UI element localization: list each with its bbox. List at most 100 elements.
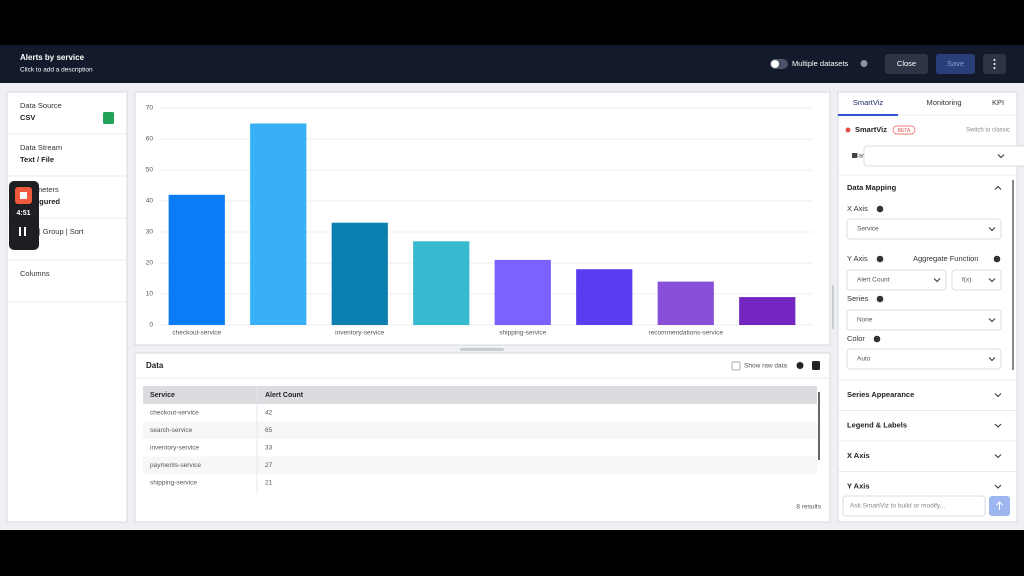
color-dropdown[interactable] (846, 348, 1002, 370)
cell: shipping-service (150, 480, 197, 487)
color-dropdown-value: Auto (857, 356, 871, 363)
x-tick-label: checkout-service (172, 330, 221, 337)
bar[interactable] (168, 194, 225, 325)
field-label: X Axis (847, 204, 868, 213)
header-bar (0, 45, 1024, 83)
column-header[interactable]: Alert Count (265, 392, 304, 399)
chart: 0 10 20 30 40 50 60 70 checkout-service inventory… (146, 105, 812, 337)
field-label: Color (847, 334, 865, 343)
cell: inventory-service (150, 445, 200, 452)
chevron (994, 454, 1002, 459)
y-axis-dropdown[interactable] (846, 269, 947, 291)
item-value: Configured (20, 197, 60, 206)
recording-time: 4:51 (16, 210, 30, 217)
refresh-icon[interactable] (812, 361, 820, 370)
bar[interactable] (494, 259, 551, 325)
item-label[interactable]: Data Source (20, 101, 62, 110)
cell: 27 (265, 462, 273, 469)
recording-widget: 4:51 (9, 181, 39, 250)
stop-icon (20, 192, 27, 199)
send-icon (996, 501, 1003, 510)
toggle-knob (771, 60, 779, 68)
field-label: Aggregate Function (913, 254, 978, 263)
tab[interactable]: Monitoring (926, 98, 961, 107)
bar[interactable] (413, 241, 470, 325)
close-label: Close (897, 59, 916, 68)
bar[interactable] (331, 222, 388, 325)
column-header[interactable]: Service (150, 392, 175, 399)
bar[interactable] (657, 281, 714, 325)
tab[interactable]: SmartViz (853, 98, 884, 107)
dashboard-title[interactable]: Alerts by service (20, 53, 85, 62)
chevron (994, 393, 1002, 398)
save-button[interactable] (936, 54, 975, 74)
x-tick-label: recommendations-service (649, 330, 724, 337)
chevron (994, 423, 1002, 428)
cell: 65 (265, 427, 273, 434)
chart-panel (134, 91, 831, 346)
tab-underline (838, 114, 898, 116)
y-tick-label: 50 (146, 167, 154, 174)
chart-type-dropdown[interactable] (863, 145, 1024, 167)
y-tick-label: 60 (146, 136, 154, 143)
prompt-input[interactable] (842, 495, 986, 517)
switch-link[interactable]: Switch to classic (966, 128, 1010, 134)
save-label: Save (947, 59, 964, 68)
series-dropdown[interactable] (846, 309, 1002, 331)
section-title[interactable]: Data Mapping (847, 183, 897, 192)
table-header (143, 386, 817, 404)
section-title[interactable]: Y Axis (847, 481, 870, 490)
section-title[interactable]: X Axis (847, 451, 870, 460)
spark-icon (845, 127, 851, 133)
table-scrollbar (818, 392, 820, 460)
right-content: SmartViz Monitoring KPI SmartViz BETA Switch … (838, 98, 1024, 517)
chevron (988, 357, 996, 362)
table: Service Alert Count checkout-service 42 sear… (143, 392, 817, 487)
csv-icon (103, 112, 114, 124)
x-axis-dropdown-value: Service (857, 226, 879, 233)
item-label[interactable]: Columns (20, 269, 50, 278)
section-title[interactable]: Series Appearance (847, 390, 914, 399)
scrollbar (832, 285, 834, 329)
chevron (997, 154, 1005, 159)
help-icon (873, 335, 881, 343)
info-icon (860, 60, 868, 67)
badge-label: BETA (898, 128, 911, 134)
help-icon (993, 255, 1001, 263)
field-label: Y Axis (847, 254, 868, 263)
row-stripe (143, 456, 817, 474)
show-raw-label[interactable]: Show raw data (744, 363, 787, 370)
resize-handle[interactable] (460, 348, 504, 351)
description[interactable]: Click to add a description (20, 67, 93, 74)
data-title: Data (146, 361, 164, 370)
section-title[interactable]: Legend & Labels (847, 420, 907, 429)
item-label[interactable]: Parameters (20, 185, 59, 194)
cell: search-service (150, 427, 193, 434)
bar[interactable] (250, 123, 307, 326)
x-axis-dropdown[interactable] (846, 218, 1002, 240)
dot (993, 63, 996, 65)
series-dropdown-value: None (857, 317, 873, 324)
left-panel (6, 91, 128, 523)
chevron (988, 318, 996, 323)
checkbox[interactable] (731, 361, 741, 371)
bar[interactable] (576, 269, 633, 325)
panel-scrollbar (1012, 180, 1014, 370)
item-value: Text / File (20, 155, 54, 164)
item-label[interactable]: Data Stream (20, 143, 62, 152)
y-tick-label: 10 (146, 291, 154, 298)
chevron (988, 278, 996, 283)
close-button[interactable] (885, 54, 928, 74)
toggle-label: Multiple datasets (792, 59, 849, 68)
pause-bar (24, 227, 26, 236)
bar[interactable] (739, 297, 796, 325)
y-tick-label: 40 (146, 198, 154, 205)
item-label[interactable]: Filter | Group | Sort (20, 227, 84, 236)
y-tick-label: 70 (146, 105, 154, 112)
aggregate-dropdown[interactable] (951, 269, 1002, 291)
results-count: 8 results (796, 504, 821, 511)
x-tick-label: inventory-service (335, 330, 385, 337)
tab[interactable]: KPI (992, 98, 1004, 107)
pause-bar[interactable] (19, 227, 21, 236)
